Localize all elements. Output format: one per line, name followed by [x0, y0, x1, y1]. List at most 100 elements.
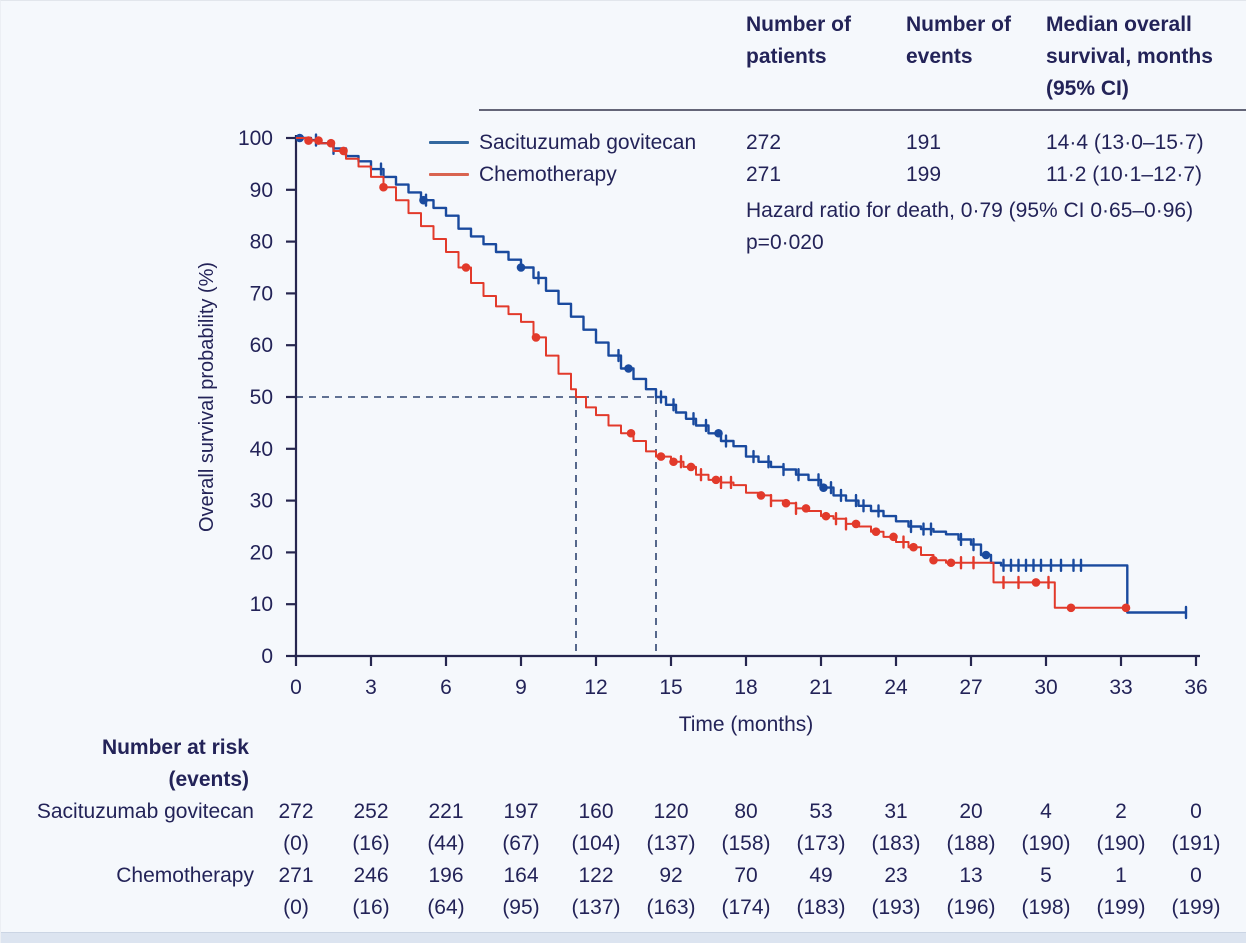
chemo-at-risk-value: 271: [278, 864, 314, 887]
sg-at-risk-value: 197: [503, 800, 539, 823]
sg-at-risk-value: 31: [884, 800, 908, 823]
y-axis-title: Overall survival probability (%): [196, 261, 218, 533]
risk-row-sg-events: (0) (16) (44) (67) (104) (137) (158) (173) (183)…: [1, 828, 1246, 860]
x-tick-label: 36: [1184, 676, 1207, 699]
sg-events-value: 191: [906, 131, 942, 154]
risk-row-chemo-events: (0) (16) (64) (95) (137) (163) (174) (183) (193)…: [1, 892, 1246, 924]
chemo-events-value-cell: (16): [352, 896, 390, 919]
sg-legend-line: [429, 141, 469, 144]
sg-at-risk-value: 272: [278, 800, 314, 823]
y-tick-label: 10: [250, 593, 273, 616]
sg-patients-value: 272: [746, 131, 782, 154]
chemo-legend-label: Chemotherapy: [479, 163, 617, 186]
chemo-censor-dot: [756, 491, 766, 500]
chemo-events-value-cell: (198): [1021, 896, 1071, 919]
chemo-censor-dot: [1031, 578, 1041, 587]
x-tick-label: 9: [515, 676, 527, 699]
chemo-at-risk-value: 122: [578, 864, 614, 887]
risk-row-sg-at-risk: 272 252 221 197 160 120 80 53 31 20 4 2 0: [1, 796, 1246, 828]
x-tick-label: 30: [1034, 676, 1057, 699]
chemo-censor-dot: [801, 504, 811, 513]
chemo-patients-value: 271: [746, 163, 782, 186]
chemo-at-risk-value: 1: [1115, 864, 1127, 887]
risk-row-label-chemo: Chemotherapy: [116, 864, 254, 887]
chemo-at-risk-value: 49: [809, 864, 833, 887]
chemo-events-value-cell: (95): [502, 896, 540, 919]
y-tick-label: 20: [250, 541, 273, 564]
sg-events-value-cell: (183): [871, 832, 921, 855]
risk-table-header: Number at risk (events): [101, 736, 249, 791]
sg-censor-dot: [714, 428, 723, 438]
sg-at-risk-value: 80: [734, 800, 758, 823]
sg-censor-dot: [819, 483, 828, 492]
sg-events-value-cell: (104): [571, 832, 621, 855]
x-tick-label: 27: [959, 676, 982, 699]
chemo-censor-dot: [871, 527, 881, 536]
y-tick-label: 50: [250, 386, 273, 409]
sg-events-value-cell: (190): [1096, 832, 1146, 855]
chemo-censor-dot: [946, 558, 956, 568]
chemo-censor-dot: [1066, 603, 1076, 613]
sg-censor-dot: [419, 195, 428, 205]
chemo-events-value-cell: (174): [721, 896, 771, 919]
chemo-events-value-cell: (137): [571, 896, 621, 919]
x-tick-label: 15: [659, 676, 682, 699]
chemo-at-risk-value: 92: [659, 864, 683, 887]
chemo-censor-dot: [531, 333, 541, 342]
col-header-number-of-patients: Number of patients: [746, 13, 851, 68]
x-tick-label: 3: [365, 676, 377, 699]
y-tick-label: 40: [250, 438, 273, 461]
chemo-events-value-cell: (183): [796, 896, 846, 919]
chemo-censor-dot: [461, 263, 471, 272]
chemo-censor-dot: [889, 532, 898, 542]
sg-events-value-cell: (191): [1171, 832, 1221, 855]
risk-row-chemo-at-risk: 271 246 196 164 122 92 70 49 23 13 5 1 0: [1, 860, 1246, 892]
x-axis-title: Time (months): [678, 713, 814, 736]
chemo-events-value-cell: (193): [871, 896, 921, 919]
risk-row-label-sg: Sacituzumab govitecan: [36, 800, 254, 823]
sg-events-value-cell: (188): [946, 832, 996, 855]
chemo-at-risk-value: 13: [959, 864, 983, 887]
x-tick-label: 24: [884, 676, 908, 699]
chemo-censor-dot: [711, 475, 721, 485]
chemo-censor-dot: [626, 428, 636, 438]
chemo-censor-dot: [339, 146, 348, 156]
chemo-events-value-cell: (163): [646, 896, 696, 919]
chemo-legend-line: [429, 173, 469, 176]
sg-at-risk-value: 120: [653, 800, 689, 823]
chemo-censor-dot: [669, 457, 678, 467]
sg-at-risk-value: 252: [353, 800, 389, 823]
sg-at-risk-value: 2: [1115, 800, 1127, 823]
chemo-events-value: 199: [906, 163, 942, 186]
sg-events-value-cell: (173): [796, 832, 846, 855]
x-tick-label: 21: [809, 676, 832, 699]
chemo-censor-dot: [821, 511, 831, 521]
chemo-censor-dot: [314, 136, 323, 145]
y-tick-label: 80: [250, 231, 273, 254]
chemo-events-value-cell: (0): [283, 896, 309, 919]
chemo-survival-curve: [296, 137, 1126, 609]
sg-at-risk-value: 20: [959, 800, 983, 823]
sg-events-value-cell: (0): [283, 832, 309, 855]
sg-events-value-cell: (137): [646, 832, 696, 855]
y-tick-label: 0: [261, 645, 273, 668]
chemo-censor-dot: [851, 519, 861, 529]
sg-events-value-cell: (67): [502, 832, 540, 855]
sg-legend-label: Sacituzumab govitecan: [479, 131, 697, 154]
y-tick-label: 70: [250, 282, 273, 305]
x-tick-label: 18: [734, 676, 757, 699]
screenshot-bottom-edge: [1, 932, 1246, 943]
chemo-at-risk-value: 246: [353, 864, 389, 887]
sg-at-risk-value: 221: [428, 800, 464, 823]
sg-at-risk-value: 160: [578, 800, 614, 823]
sg-at-risk-value: 0: [1190, 800, 1202, 823]
chemo-censor-dot: [304, 136, 313, 145]
x-tick-label: 6: [440, 676, 452, 699]
sg-median-value: 14·4 (13·0–15·7): [1046, 131, 1204, 154]
sg-at-risk-value: 4: [1040, 800, 1052, 823]
y-tick-label: 90: [250, 179, 273, 202]
sg-censor-dot: [516, 263, 526, 272]
p-value-text: p=0·020: [746, 231, 824, 254]
